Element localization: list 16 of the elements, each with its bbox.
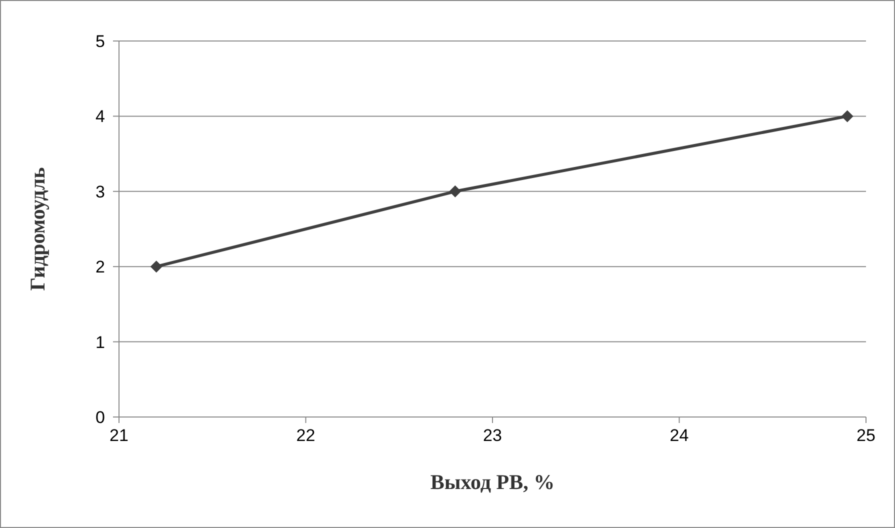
point [841, 110, 854, 122]
y-tick-label: 5 [96, 32, 105, 52]
x-axis-title: Выход РВ, % [430, 470, 555, 494]
y-tick-label: 2 [96, 258, 105, 277]
x-tick-label: 24 [670, 426, 689, 446]
point [449, 185, 462, 198]
point [150, 260, 162, 273]
y-tick-label: 3 [96, 182, 105, 202]
y-tick-label: 1 [96, 332, 105, 352]
y-tick-label: 0 [96, 408, 105, 428]
y-axis-title: Гидромоудль [25, 167, 50, 291]
x-tick-label: 22 [296, 426, 316, 446]
x-tick-label: 25 [856, 426, 876, 446]
y-tick-label: 4 [96, 107, 105, 126]
x-tick-label: 21 [110, 426, 128, 446]
x-tick-label: 23 [483, 426, 502, 446]
